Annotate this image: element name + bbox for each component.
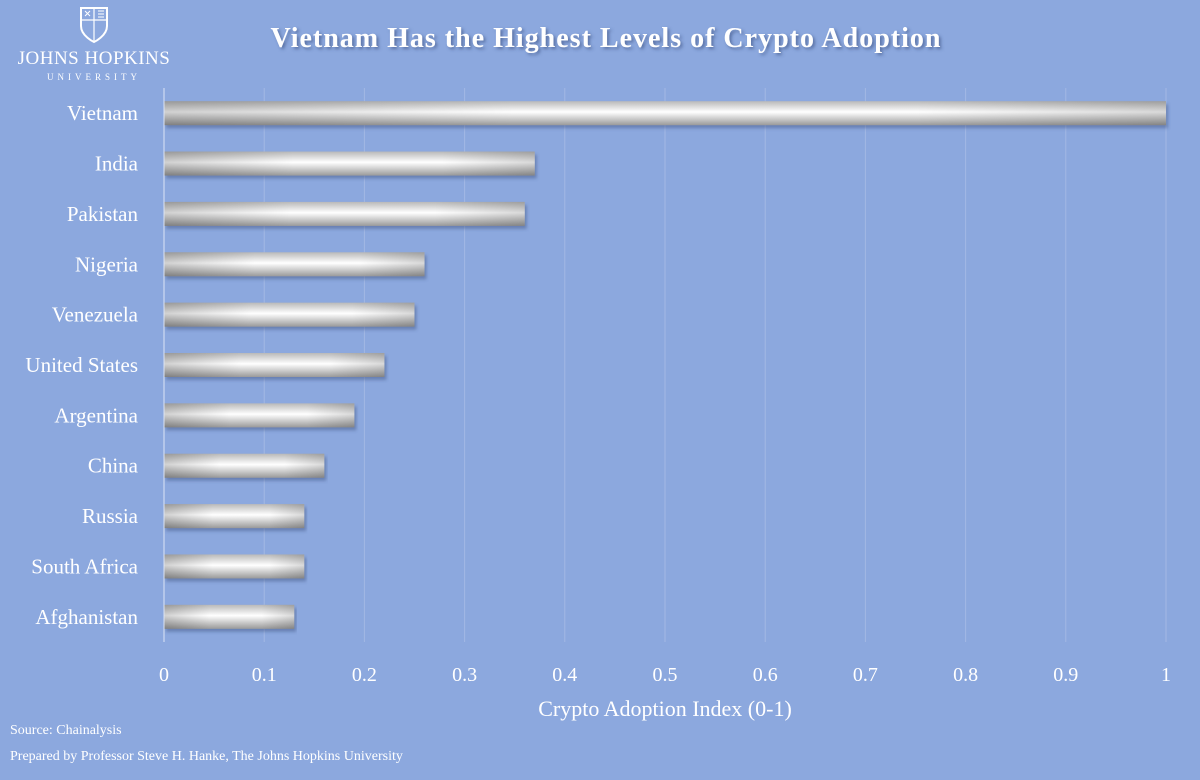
bar-group — [164, 252, 425, 277]
x-tick-labels: 0 0.1 0.2 0.3 0.4 0.5 0.6 0.7 0.8 0.9 1 — [159, 664, 1171, 686]
x-tick-label: 1 — [1161, 664, 1171, 686]
bar-shading — [164, 504, 305, 529]
chart-title: Vietnam Has the Highest Levels of Crypto… — [271, 23, 942, 54]
x-axis-label: Crypto Adoption Index (0-1) — [538, 696, 792, 721]
university-logo: JOHNS HOPKINS UNIVERSITY — [14, 6, 174, 86]
category-label: United States — [25, 353, 138, 377]
bar-group — [164, 353, 385, 377]
bar-shading — [164, 252, 425, 277]
bar-group — [164, 604, 295, 629]
bar-group — [164, 554, 305, 579]
shield-icon — [80, 7, 108, 44]
x-tick-label: 0.4 — [552, 664, 577, 686]
bar-shading — [164, 201, 525, 226]
x-tick-label: 0.8 — [953, 664, 978, 686]
category-label: Afghanistan — [35, 605, 138, 629]
logo-name: JOHNS HOPKINS — [17, 48, 171, 69]
source-note: Source: Chainalysis — [10, 723, 122, 738]
bar-shading — [164, 353, 385, 377]
bar-shading — [164, 151, 535, 176]
logo-subtitle: UNIVERSITY — [47, 72, 141, 82]
prepared-by-note: Prepared by Professor Steve H. Hanke, Th… — [10, 749, 403, 764]
bar-group — [164, 151, 535, 176]
category-labels: Vietnam India Pakistan Nigeria Venezuela Unit… — [25, 101, 138, 629]
category-label: Venezuela — [52, 303, 139, 327]
category-label: Argentina — [54, 403, 138, 427]
bar-shading — [164, 302, 415, 327]
category-label: China — [88, 454, 139, 478]
category-label: Nigeria — [75, 252, 139, 276]
x-tick-label: 0.9 — [1053, 664, 1078, 686]
bar-group — [164, 302, 415, 327]
x-tick-label: 0.5 — [653, 664, 678, 686]
bar-shading — [164, 554, 305, 579]
category-label: Pakistan — [67, 202, 139, 226]
bar-group — [164, 403, 355, 428]
bar-shading — [164, 101, 1166, 126]
category-label: India — [95, 152, 139, 176]
bar-group — [164, 201, 525, 226]
bar-shading — [164, 604, 295, 629]
x-tick-label: 0.1 — [252, 664, 277, 686]
gridlines — [263, 88, 1167, 642]
bar-group — [164, 504, 305, 529]
bar-group — [164, 453, 325, 478]
category-label: Vietnam — [67, 101, 138, 125]
x-tick-label: 0.7 — [853, 664, 878, 686]
bar-group — [164, 101, 1166, 126]
x-tick-label: 0 — [159, 664, 169, 686]
bar-shading — [164, 403, 355, 428]
bar-shading — [164, 453, 325, 478]
category-label: Russia — [82, 504, 139, 528]
x-tick-label: 0.2 — [352, 664, 377, 686]
x-tick-label: 0.3 — [452, 664, 477, 686]
x-tick-label: 0.6 — [753, 664, 778, 686]
bars — [164, 101, 1166, 629]
category-label: South Africa — [31, 554, 138, 578]
